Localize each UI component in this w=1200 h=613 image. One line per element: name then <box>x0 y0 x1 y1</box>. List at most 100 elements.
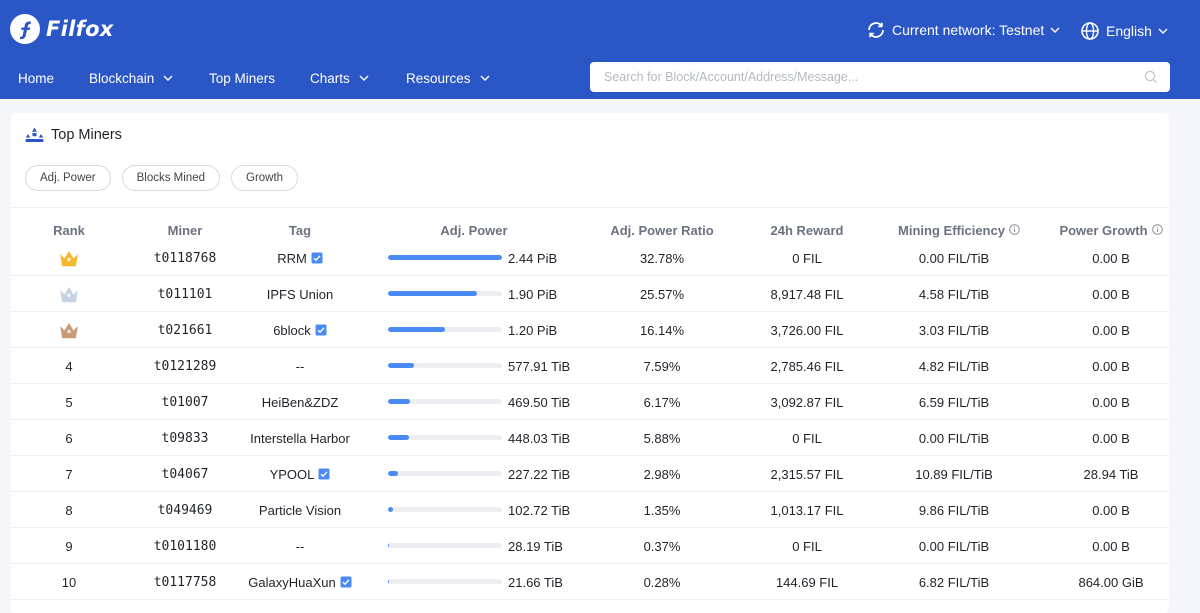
cell-efficiency: 6.59 FIL/TiB <box>879 384 1029 420</box>
power-bar-fill <box>388 435 409 440</box>
filter-growth-button[interactable]: Growth <box>231 165 299 191</box>
filter-adj-power-button[interactable]: Adj. Power <box>25 165 111 191</box>
col-header-rank[interactable]: Rank <box>53 223 85 238</box>
cell-reward: 1,013.17 FIL <box>747 492 867 528</box>
search-input[interactable] <box>590 70 1130 84</box>
cell-miner[interactable]: t011101 <box>125 276 245 312</box>
cell-ratio: 6.17% <box>587 384 737 420</box>
table-row: 10 t0117758 GalaxyHuaXun 21.66 TiB 0.28% 144.… <box>11 564 1169 600</box>
cell-tag[interactable]: YPOOL <box>240 456 360 492</box>
nav-top-miners-label: Top Miners <box>209 70 276 86</box>
cell-power: 1.20 PiB <box>508 312 598 348</box>
power-bar-fill <box>388 399 410 404</box>
cell-tag[interactable]: -- <box>240 528 360 564</box>
power-bar <box>388 507 502 512</box>
cell-miner[interactable]: t021661 <box>125 312 245 348</box>
network-switch[interactable]: Current network: Testnet <box>866 21 1066 39</box>
cell-growth: 864.00 GiB <box>1036 564 1186 600</box>
chevron-down-icon <box>1050 27 1066 33</box>
cell-rank: 5 <box>38 384 100 420</box>
search-box <box>590 62 1170 92</box>
tag-value: -- <box>295 358 305 374</box>
cell-miner[interactable]: t049469 <box>125 492 245 528</box>
cell-reward: 3,092.87 FIL <box>747 384 867 420</box>
cell-tag[interactable]: RRM <box>240 240 360 276</box>
cell-miner[interactable]: t09833 <box>125 420 245 456</box>
cell-growth: 0.00 B <box>1036 492 1186 528</box>
col-header-power-growth[interactable]: Power Growth <box>1036 223 1186 238</box>
tag-value: YPOOL <box>269 466 315 482</box>
cell-tag[interactable]: Interstella Harbor <box>240 420 360 456</box>
power-bar-fill <box>388 327 445 332</box>
nav-charts[interactable]: Charts <box>310 71 369 86</box>
cell-tag[interactable]: Particle Vision <box>240 492 360 528</box>
power-bar-fill <box>388 291 477 296</box>
chevron-down-icon <box>163 75 173 81</box>
language-switch[interactable]: English <box>1080 21 1174 41</box>
info-icon[interactable] <box>1009 223 1020 238</box>
power-value: 227.22 TiB <box>508 466 571 482</box>
cell-miner[interactable]: t0117758 <box>125 564 245 600</box>
rank-value: 7 <box>65 466 73 482</box>
cell-tag[interactable]: IPFS Union <box>240 276 360 312</box>
nav-top-miners[interactable]: Top Miners <box>209 71 275 86</box>
cell-ratio: 5.88% <box>587 420 737 456</box>
cell-rank: 9 <box>38 528 100 564</box>
verified-badge-icon <box>311 252 323 264</box>
cell-tag[interactable]: -- <box>240 348 360 384</box>
ratio-value: 2.98% <box>643 466 681 482</box>
language-label: English <box>1106 23 1152 39</box>
cell-rank: 7 <box>38 456 100 492</box>
col-header-power-ratio[interactable]: Adj. Power Ratio <box>610 223 714 238</box>
filter-blocks-mined-button[interactable]: Blocks Mined <box>121 165 220 191</box>
cell-rank: 4 <box>38 348 100 384</box>
cell-efficiency: 6.82 FIL/TiB <box>879 564 1029 600</box>
col-header-mining-efficiency[interactable]: Mining Efficiency <box>879 223 1039 238</box>
growth-value: 0.00 B <box>1092 286 1130 302</box>
rank-value: 10 <box>61 574 77 590</box>
nav-resources[interactable]: Resources <box>406 71 490 86</box>
cell-miner[interactable]: t0118768 <box>125 240 245 276</box>
col-header-tag[interactable]: Tag <box>288 223 312 238</box>
nav-resources-label: Resources <box>406 70 471 86</box>
cell-tag[interactable]: GalaxyHuaXun <box>240 564 360 600</box>
ratio-value: 1.35% <box>643 502 681 518</box>
cell-growth: 0.00 B <box>1036 384 1186 420</box>
cell-tag[interactable]: HeiBen&ZDZ <box>240 384 360 420</box>
cell-power: 2.44 PiB <box>508 240 598 276</box>
cell-tag[interactable]: 6block <box>240 312 360 348</box>
cell-ratio: 1.35% <box>587 492 737 528</box>
medal-bronze-icon <box>38 312 100 348</box>
cell-miner[interactable]: t04067 <box>125 456 245 492</box>
cell-efficiency: 10.89 FIL/TiB <box>879 456 1029 492</box>
power-value: 1.20 PiB <box>508 322 558 338</box>
nav-home[interactable]: Home <box>18 71 54 86</box>
tag-value: Interstella Harbor <box>250 430 350 446</box>
cell-ratio: 0.28% <box>587 564 737 600</box>
cell-ratio: 16.14% <box>587 312 737 348</box>
cell-growth: 28.94 TiB <box>1036 456 1186 492</box>
medal-silver-icon <box>38 276 100 312</box>
network-label: Current network: Testnet <box>892 22 1045 38</box>
cell-miner[interactable]: t01007 <box>125 384 245 420</box>
power-bar <box>388 399 502 404</box>
power-bar-fill <box>388 471 399 476</box>
reward-value: 2,315.57 FIL <box>770 466 844 482</box>
miner-value: t01007 <box>161 394 209 410</box>
col-header-24h-reward[interactable]: 24h Reward <box>770 223 844 238</box>
cell-power: 21.66 TiB <box>508 564 598 600</box>
search-icon[interactable] <box>1144 70 1158 89</box>
col-header-miner[interactable]: Miner <box>167 223 203 238</box>
growth-value: 0.00 B <box>1092 250 1130 266</box>
card-title: Top Miners <box>25 127 122 143</box>
col-header-adj-power[interactable]: Adj. Power <box>440 223 508 238</box>
chevron-down-icon <box>1158 28 1174 34</box>
info-icon[interactable] <box>1151 223 1163 238</box>
cell-miner[interactable]: t0101180 <box>125 528 245 564</box>
cell-miner[interactable]: t0121289 <box>125 348 245 384</box>
nav-blockchain-label: Blockchain <box>89 70 155 86</box>
logo[interactable]: Filfox <box>10 14 114 44</box>
nav-blockchain[interactable]: Blockchain <box>89 71 173 86</box>
reward-value: 3,092.87 FIL <box>770 394 844 410</box>
tag-value: Particle Vision <box>258 502 342 518</box>
